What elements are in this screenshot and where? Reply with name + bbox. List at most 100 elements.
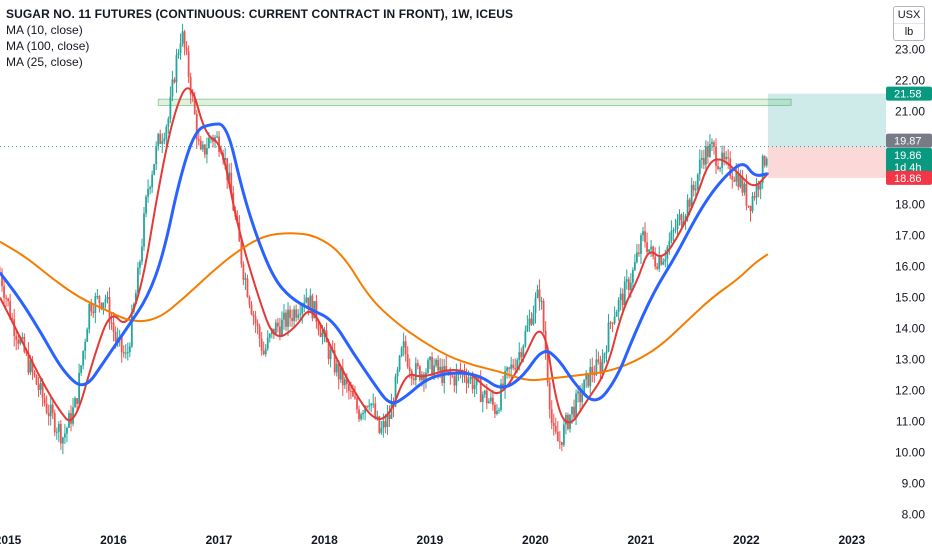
trade-zones — [157, 93, 886, 178]
candle — [303, 294, 306, 313]
candle — [53, 409, 56, 437]
candle — [591, 357, 594, 383]
candle — [380, 420, 383, 435]
candle — [82, 350, 85, 370]
candle — [347, 380, 350, 400]
candle — [491, 390, 494, 411]
candle — [613, 306, 616, 325]
time-axis-bg — [0, 530, 932, 550]
candle — [642, 226, 644, 242]
candle — [17, 335, 20, 350]
candle — [216, 131, 218, 139]
price-tag: 18.86 — [886, 170, 932, 185]
candle — [266, 330, 269, 351]
candle — [242, 261, 245, 286]
candle — [709, 134, 711, 158]
candle — [141, 238, 143, 265]
candle — [74, 396, 76, 408]
candle — [514, 358, 517, 372]
candle — [256, 319, 259, 335]
candle — [410, 368, 413, 386]
candle — [759, 182, 762, 200]
candle — [550, 400, 553, 430]
candle — [402, 332, 405, 357]
candle — [61, 436, 64, 455]
candle — [711, 138, 713, 152]
candles — [0, 23, 768, 455]
legend-ma10[interactable]: MA (10, close) — [6, 23, 83, 37]
candle — [751, 192, 754, 214]
time-axis[interactable]: 2015 2016 2017 2018 2019 2020 2021 2022 2023 — [0, 530, 932, 550]
candle — [723, 145, 726, 166]
candle — [429, 356, 431, 370]
y-tick-label: 12.00 — [895, 384, 925, 398]
candle — [569, 414, 571, 433]
candle — [145, 194, 147, 218]
candle — [713, 140, 715, 155]
candle — [595, 349, 598, 376]
candle — [443, 359, 446, 394]
candle — [39, 379, 42, 395]
candle — [104, 294, 107, 309]
candle — [274, 319, 277, 335]
y-tick-label: 17.00 — [895, 229, 925, 243]
candle — [597, 351, 600, 365]
candle — [264, 344, 267, 357]
candle — [70, 405, 72, 432]
candle — [15, 331, 18, 351]
candle — [183, 29, 186, 56]
candle — [201, 140, 204, 153]
candle — [650, 240, 653, 257]
candle — [747, 205, 750, 209]
unit-selector[interactable]: USX lb — [893, 6, 925, 41]
candle — [21, 332, 24, 342]
candle — [753, 191, 756, 201]
candle — [565, 412, 567, 435]
candle — [230, 162, 233, 193]
ma-line-1 — [0, 232, 769, 382]
candle — [489, 392, 492, 404]
candle — [368, 399, 371, 411]
candle — [167, 116, 170, 134]
candle — [151, 170, 154, 193]
candle — [552, 413, 555, 436]
candle — [414, 357, 417, 386]
candle — [285, 309, 287, 331]
candle — [287, 302, 289, 337]
y-tick-label: 16.00 — [895, 260, 925, 274]
candle — [143, 206, 145, 251]
candle — [289, 305, 291, 327]
candle — [260, 331, 263, 356]
target-zone-1 — [767, 93, 886, 147]
candle — [662, 258, 665, 266]
candle — [603, 352, 606, 364]
candle — [605, 345, 608, 363]
candle — [1, 268, 3, 292]
candle — [416, 359, 419, 370]
candle — [295, 304, 298, 322]
price-axis[interactable]: 8.00 9.00 10.00 11.00 12.00 13.00 14.00 15.00 16… — [886, 0, 932, 550]
candle — [587, 372, 590, 389]
candle — [615, 309, 618, 317]
x-tick-label: 2023 — [838, 533, 865, 547]
candle — [741, 169, 744, 197]
stop-zone-2 — [767, 146, 886, 178]
candle — [386, 405, 389, 435]
x-tick-label: 2017 — [206, 533, 233, 547]
candle — [5, 294, 7, 307]
candle — [658, 246, 661, 272]
legend-ma100[interactable]: MA (100, close) — [6, 39, 90, 53]
legend-ma25[interactable]: MA (25, close) — [6, 55, 83, 69]
candle — [173, 77, 176, 84]
x-tick-label: 2022 — [733, 533, 760, 547]
candle — [370, 402, 373, 413]
candle — [526, 315, 529, 333]
chart-title: SUGAR NO. 11 FUTURES (CONTINUOUS: CURREN… — [6, 7, 514, 21]
candle — [139, 259, 141, 275]
candle — [122, 345, 125, 358]
candle — [59, 420, 62, 450]
candle — [520, 347, 523, 363]
candle — [76, 397, 78, 410]
candle — [425, 368, 427, 389]
